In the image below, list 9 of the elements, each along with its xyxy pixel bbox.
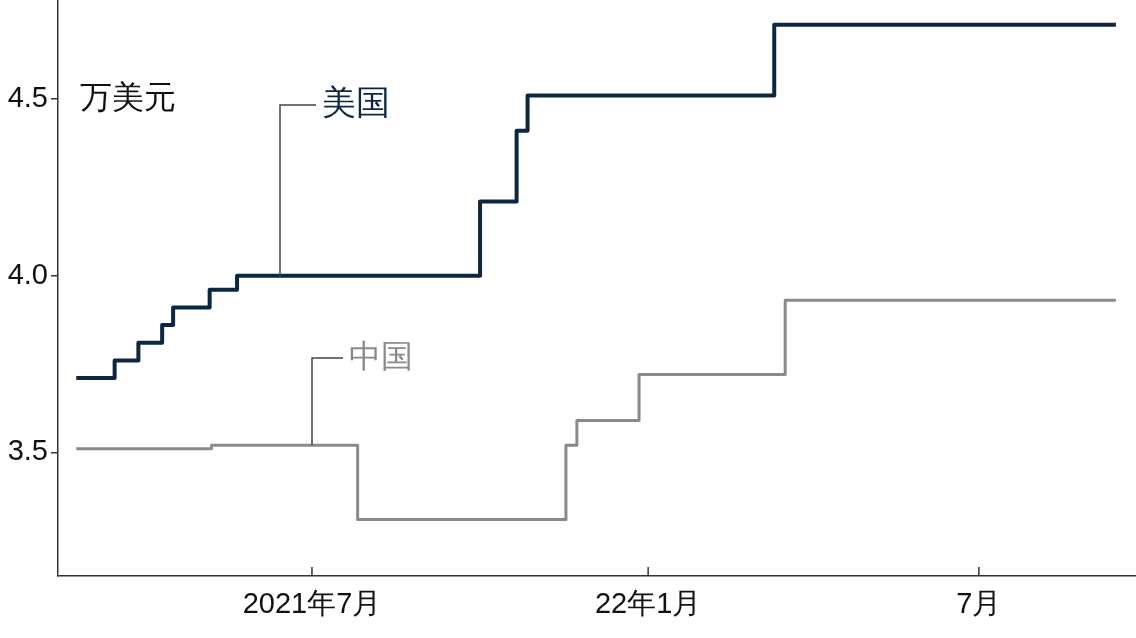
x-tick-label: 22年1月 (594, 587, 702, 620)
text: 中国 (349, 337, 413, 374)
text: 美国 (322, 83, 390, 122)
y-tick-label: 4.5 (7, 80, 48, 113)
y-axis-title: 万美元 (80, 78, 176, 115)
y-tick-label: 4.0 (7, 257, 48, 290)
y-tick-label: 3.5 (7, 434, 48, 467)
x-tick-label: 2021年7月 (242, 587, 382, 620)
x-tick-label: 7月 (956, 587, 1002, 620)
